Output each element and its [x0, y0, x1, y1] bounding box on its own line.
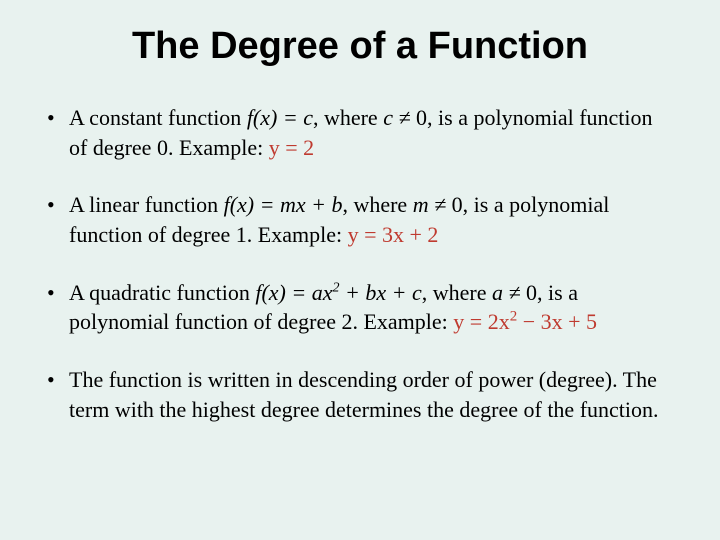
- condition: c ≠: [383, 105, 416, 130]
- example-equation: y = 3x + 2: [348, 222, 439, 247]
- condition: m ≠: [413, 192, 452, 217]
- bullet-constant: A constant function f(x) = c, where c ≠ …: [45, 103, 675, 162]
- bullet-linear: A linear function f(x) = mx + b, where m…: [45, 190, 675, 249]
- example-equation: y = 2: [269, 135, 314, 160]
- text-segment: , where: [422, 280, 492, 305]
- example-equation: y = 2x2 − 3x + 5: [453, 309, 597, 334]
- text-segment: A linear function: [69, 192, 224, 217]
- zero: 0: [526, 280, 537, 305]
- condition: a ≠: [492, 280, 526, 305]
- bullet-quadratic: A quadratic function f(x) = ax2 + bx + c…: [45, 278, 675, 337]
- zero: 0: [452, 192, 463, 217]
- text-segment: , where: [313, 105, 383, 130]
- text-segment: A constant function: [69, 105, 247, 130]
- text-segment: , where: [342, 192, 412, 217]
- function-notation: f(x) = mx + b: [224, 192, 343, 217]
- function-notation: f(x) = c: [247, 105, 313, 130]
- text-segment: A quadratic function: [69, 280, 255, 305]
- slide-content: A constant function f(x) = c, where c ≠ …: [45, 103, 675, 425]
- closing-text: The function is written in descending or…: [69, 367, 659, 422]
- bullet-closing: The function is written in descending or…: [45, 365, 675, 424]
- zero: 0: [416, 105, 427, 130]
- function-notation: f(x) = ax2 + bx + c: [255, 280, 421, 305]
- slide-title: The Degree of a Function: [45, 25, 675, 68]
